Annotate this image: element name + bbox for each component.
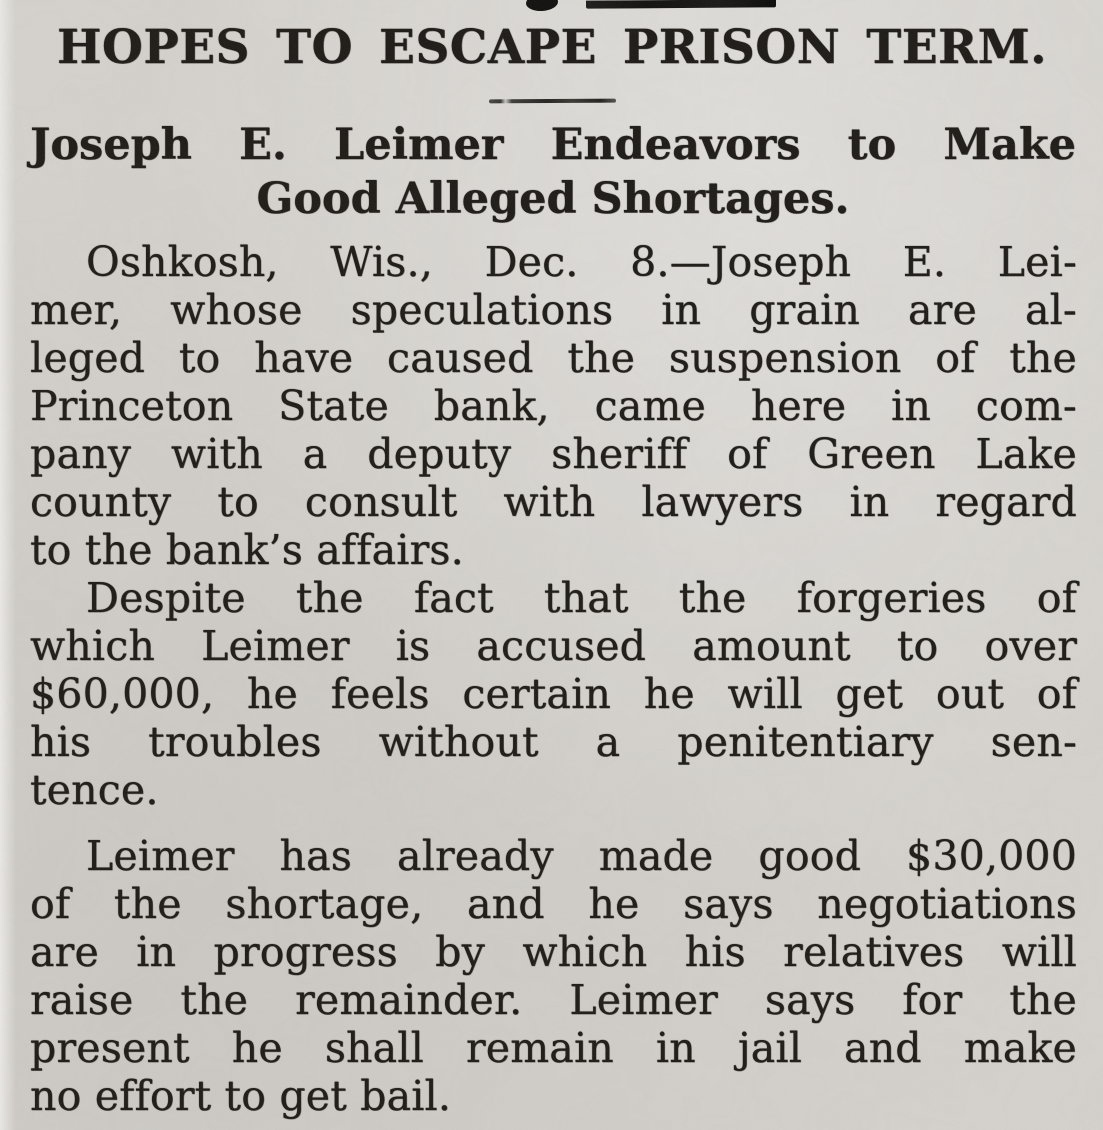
paragraph-1: Oshkosh, Wis., Dec. 8.—Joseph E. Lei- me…: [30, 238, 1077, 574]
article-line: no effort to get bail.: [30, 1072, 452, 1120]
article-body: Oshkosh, Wis., Dec. 8.—Joseph E. Lei- me…: [30, 238, 1077, 1120]
article-line: to the bank’s affairs.: [30, 526, 464, 574]
subheadline-line: Joseph E. Leimer Endeavors to Make: [30, 120, 1076, 170]
paragraph-2: Despite the fact that the forgeries of w…: [30, 574, 1077, 814]
article-line: Oshkosh, Wis., Dec. 8.—Joseph E. Lei-: [86, 238, 1077, 286]
subheadline-line: Good Alleged Shortages.: [256, 174, 850, 224]
cropped-ink-fragment: [525, 0, 559, 13]
article-line: Despite the fact that the forgeries of: [86, 574, 1077, 622]
article-headline: HOPES TO ESCAPE PRISON TERM.: [57, 20, 1047, 75]
article-line: Princeton State bank, came here in com-: [30, 382, 1077, 430]
article-line: $60,000, he feels certain he will get ou…: [30, 670, 1077, 718]
article-line: his troubles without a penitentiary sen-: [30, 718, 1077, 766]
article-line: Leimer has already made good $30,000: [86, 832, 1077, 880]
article-line: which Leimer is accused amount to over: [30, 622, 1077, 670]
article-line: pany with a deputy sheriff of Green Lake: [30, 430, 1077, 478]
article-line: are in progress by which his relatives w…: [30, 928, 1077, 976]
article-line: of the shortage, and he says negotiation…: [30, 880, 1077, 928]
article-subheadline: Joseph E. Leimer Endeavors to Make Good …: [30, 118, 1076, 226]
article-line: raise the remainder. Leimer says for the: [30, 976, 1077, 1024]
article-line: mer, whose speculations in grain are al-: [30, 286, 1077, 334]
article-line: leged to have caused the suspension of t…: [30, 334, 1077, 382]
paragraph-3: Leimer has already made good $30,000 of …: [30, 832, 1077, 1120]
headline-divider-rule: [488, 98, 617, 104]
article-line: present he shall remain in jail and make: [30, 1024, 1077, 1072]
cropped-rule-fragment: [585, 0, 777, 9]
article-line: tence.: [30, 766, 159, 814]
article-line: county to consult with lawyers in regard: [30, 478, 1077, 526]
